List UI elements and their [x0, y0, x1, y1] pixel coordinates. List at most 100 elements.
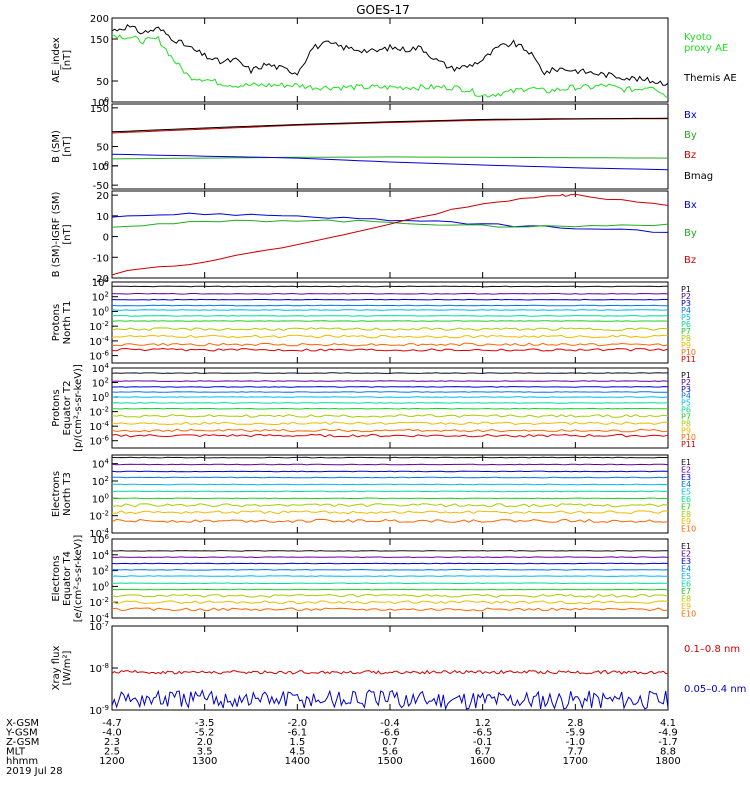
y-axis-label: [nT] — [62, 50, 73, 70]
channel-label: E4 — [681, 480, 691, 489]
y-tick-label: 10-2 — [89, 596, 109, 609]
y-axis-label: B (SM)-IGRF (SM) — [51, 192, 62, 278]
panel-ee: 10-4 10-2 100 102 104 106 Electrons Equator T4[… — [51, 533, 696, 625]
x-axis-value: -6.6 — [380, 728, 400, 739]
legend-label: proxy AE — [684, 43, 728, 54]
channel-line — [111, 320, 669, 322]
legend-label: Bz — [684, 150, 696, 161]
legend-label: By — [684, 130, 697, 141]
channel-label: E8 — [681, 595, 691, 604]
x-axis-value: -4.9 — [658, 728, 678, 739]
channel-label: P8 — [681, 334, 691, 343]
x-axis-value: 3.5 — [197, 747, 213, 758]
legend-label: By — [684, 228, 697, 239]
channel-label: E7 — [681, 587, 691, 596]
y-tick-label: 10-6 — [89, 435, 109, 448]
channel-line — [111, 575, 668, 577]
x-row-label: Y-GSM — [5, 728, 38, 739]
panel-bsm: -50 0 50 100 150 B (SM) [nT] Bx By Bz Bmag — [51, 103, 713, 192]
channel-label: P1 — [681, 371, 691, 380]
channel-line — [111, 497, 669, 500]
channel-label: P9 — [681, 341, 691, 350]
channel-label: E6 — [681, 580, 691, 589]
y-axis-label: [e/(cm²-s-sr-keV)] — [73, 535, 84, 623]
x-axis-value: 5.6 — [382, 747, 398, 758]
channel-line — [111, 421, 668, 426]
channel-label: P1 — [681, 285, 691, 294]
panel-xray: 10-9 10-8 10-7 Xray flux [W/m²] 0.1–0.8 nm 0.0… — [51, 620, 746, 717]
channel-label: P6 — [681, 406, 691, 415]
channel-label: P11 — [681, 355, 696, 364]
series-line — [111, 219, 669, 228]
y-axis-label: Equator T4 — [62, 551, 73, 606]
y-tick-label: 10-6 — [89, 350, 109, 363]
channel-label: P3 — [681, 299, 691, 308]
channel-line — [111, 304, 668, 307]
x-axis-value: 2.8 — [567, 718, 583, 729]
series-line — [111, 117, 669, 133]
channel-line — [111, 380, 669, 382]
x-axis-value: -1.7 — [658, 737, 678, 748]
plot-title: GOES-17 — [356, 3, 410, 17]
x-axis-value: -2.0 — [288, 718, 308, 729]
x-axis-value: 1500 — [377, 756, 402, 767]
x-axis-value: 7.7 — [567, 747, 583, 758]
legend-label: Bmag — [684, 171, 713, 182]
channel-line — [111, 456, 669, 459]
channel-line — [111, 483, 668, 486]
y-tick-label: 102 — [92, 475, 109, 488]
channel-line — [111, 490, 669, 493]
channel-label: E8 — [681, 510, 691, 519]
panel-en: 10-4 10-2 100 102 104 Electrons North T3 E1E2E3… — [51, 454, 696, 540]
channel-label: E3 — [681, 473, 691, 482]
y-tick-label: 104 — [92, 458, 110, 471]
y-tick-label: 102 — [92, 565, 109, 578]
y-axis-label: Xray flux — [51, 646, 62, 691]
y-tick-label: 100 — [92, 305, 109, 318]
x-axis-value: 1400 — [285, 756, 310, 767]
channel-label: P2 — [681, 378, 691, 387]
channel-line — [111, 562, 669, 565]
channel-label: E4 — [681, 565, 691, 574]
panel-frame — [111, 625, 669, 711]
x-axis-value: -5.2 — [195, 728, 215, 739]
y-tick-label: 102 — [92, 291, 109, 304]
legend-label: 0.1–0.8 nm — [684, 644, 740, 655]
channel-label: E7 — [681, 502, 691, 511]
channel-line — [111, 342, 669, 347]
channel-label: P3 — [681, 385, 691, 394]
y-tick-label: 150 — [90, 104, 109, 115]
y-tick-label: 10-9 — [89, 704, 109, 717]
x-axis-value: 1300 — [192, 756, 217, 767]
x-axis-value: -5.9 — [566, 728, 586, 739]
channel-label: E1 — [681, 542, 691, 551]
channel-label: P7 — [681, 327, 691, 336]
channel-label: E10 — [681, 610, 696, 619]
y-tick-label: 150 — [90, 35, 109, 46]
y-axis-label: [nT] — [62, 224, 73, 244]
channel-label: P4 — [681, 306, 691, 315]
channel-line — [111, 503, 669, 508]
x-axis-value: 4.1 — [660, 718, 676, 729]
channel-line — [111, 568, 669, 571]
channel-line — [111, 396, 669, 398]
y-tick-label: 100 — [92, 160, 109, 173]
channel-label: E9 — [681, 602, 691, 611]
channel-line — [111, 327, 669, 331]
y-axis-label: [W/m²] — [62, 650, 73, 685]
y-tick-label: 10-4 — [89, 335, 109, 348]
y-tick-label: 10-7 — [89, 620, 109, 633]
y-tick-label: 106 — [92, 533, 110, 546]
channel-label: P10 — [681, 348, 696, 357]
y-axis-label: [p/(cm²-s-sr-keV)] — [73, 364, 84, 452]
y-tick-label: 10-4 — [89, 612, 109, 625]
x-axis-value: 2.5 — [104, 747, 120, 758]
channel-line — [111, 298, 669, 301]
x-axis-value: -3.5 — [195, 718, 215, 729]
y-tick-label: 100 — [92, 391, 109, 404]
channel-label: P7 — [681, 412, 691, 421]
